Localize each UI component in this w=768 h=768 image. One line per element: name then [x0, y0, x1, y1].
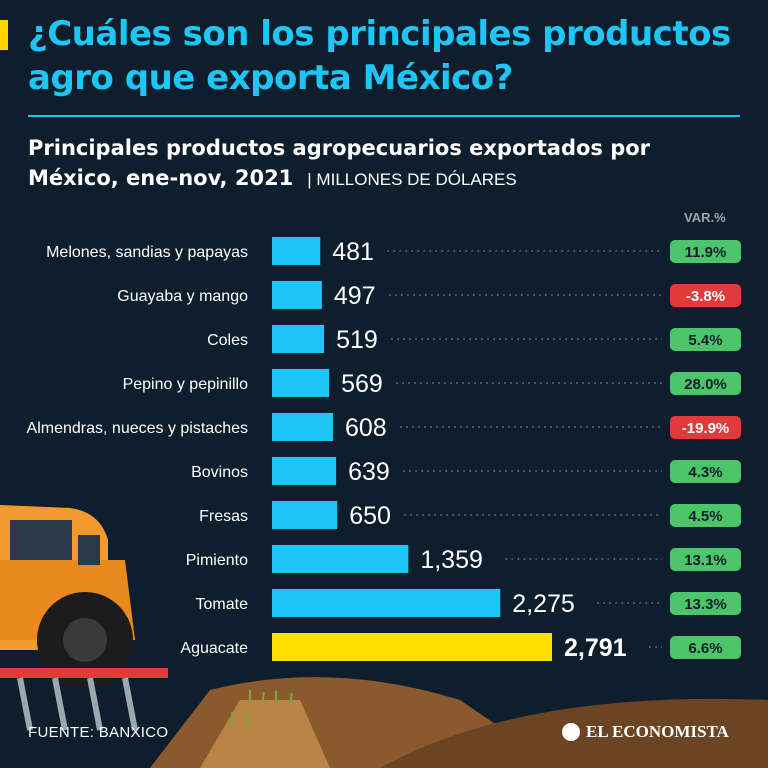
category-label: Aguacate: [180, 640, 248, 657]
bar: [272, 281, 322, 309]
variation-label: 13.1%: [684, 552, 727, 569]
category-label: Coles: [207, 332, 248, 349]
variation-label: -3.8%: [686, 288, 725, 305]
variation-badge: [670, 636, 741, 659]
variation-badge: [670, 460, 741, 483]
logo-mark-icon: [562, 723, 580, 741]
bar: [272, 325, 325, 353]
bar: [272, 457, 337, 485]
category-label: Fresas: [199, 508, 248, 525]
variation-label: -19.9%: [682, 420, 730, 437]
headline: ¿Cuáles son los principales productos ag…: [28, 14, 731, 98]
variation-badge: [670, 328, 741, 351]
value-label: 481: [332, 238, 374, 266]
value-label: 650: [349, 502, 391, 530]
category-label: Melones, sandias y papayas: [46, 244, 248, 261]
bar: [272, 545, 409, 573]
brand-name: EL ECONOMISTA: [586, 722, 729, 741]
category-label: Pimiento: [186, 552, 248, 569]
source-note: FUENTE: BANXICO: [28, 724, 169, 741]
title-divider: [28, 115, 740, 117]
brand-logo: EL ECONOMISTA: [562, 722, 729, 742]
variation-badge: [670, 504, 741, 527]
variation-label: 28.0%: [684, 376, 727, 393]
value-label: 2,275: [512, 590, 575, 618]
chart-subtitle-text: Principales productos agropecuarios expo…: [28, 136, 651, 190]
value-label: 1,359: [420, 546, 483, 574]
variation-label: 13.3%: [684, 596, 727, 613]
variation-badge: [670, 372, 741, 395]
variation-label: 5.4%: [688, 332, 722, 349]
variation-header: VAR.%: [684, 210, 726, 225]
category-label: Almendras, nueces y pistaches: [27, 420, 248, 437]
value-label: 2,791: [564, 634, 627, 662]
chart-subtitle: Principales productos agropecuarios expo…: [28, 133, 748, 195]
variation-badge: [670, 548, 741, 571]
bar: [272, 369, 330, 397]
value-label: 519: [336, 326, 378, 354]
variation-badge: [670, 284, 741, 307]
bar: [272, 237, 321, 265]
value-label: 608: [345, 414, 387, 442]
chart-unit: | MILLONES DE DÓLARES: [307, 170, 517, 189]
category-label: Bovinos: [191, 464, 248, 481]
variation-label: 6.6%: [688, 640, 722, 657]
accent-bar: [0, 20, 8, 50]
category-label: Pepino y pepinillo: [123, 376, 249, 393]
variation-badge: [670, 416, 741, 439]
value-label: 497: [334, 282, 376, 310]
category-label: Tomate: [196, 596, 249, 613]
variation-label: 4.5%: [688, 508, 722, 525]
variation-label: 11.9%: [685, 244, 727, 261]
bar: [272, 633, 552, 661]
variation-label: 4.3%: [688, 464, 722, 481]
bar: [272, 589, 501, 617]
value-label: 569: [341, 370, 383, 398]
bar: [272, 413, 333, 441]
variation-badge: [670, 240, 741, 263]
bar: [272, 501, 338, 529]
value-label: 639: [348, 458, 390, 486]
variation-badge: [670, 592, 741, 615]
category-label: Guayaba y mango: [117, 288, 248, 305]
